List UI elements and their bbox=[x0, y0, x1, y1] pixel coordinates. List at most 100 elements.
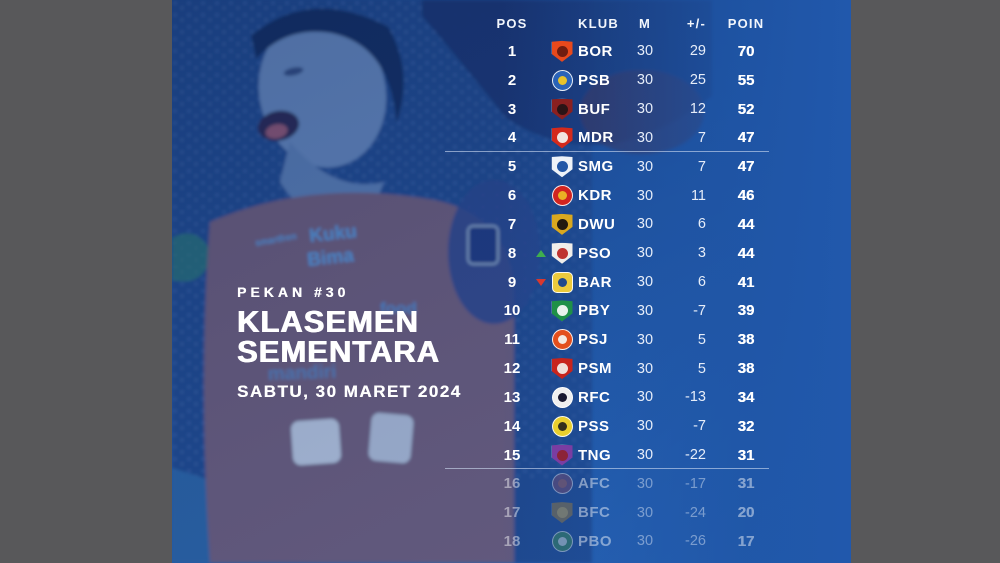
club-badge-core bbox=[556, 218, 568, 230]
goal-diff-cell: 6 bbox=[697, 274, 706, 291]
club-badge-core bbox=[557, 536, 567, 546]
club-badge bbox=[551, 329, 573, 351]
club-code-cell: PBY bbox=[578, 302, 611, 320]
table-row: 18 PBO 30 -26 17 bbox=[490, 527, 772, 556]
points-cell: 44 bbox=[737, 215, 755, 233]
club-badge-core bbox=[556, 363, 568, 375]
club-badge-core bbox=[556, 247, 568, 259]
matches-cell: 30 bbox=[636, 331, 654, 348]
points-cell: 31 bbox=[737, 475, 755, 493]
matches-cell: 30 bbox=[636, 274, 654, 291]
matches-cell: 30 bbox=[636, 504, 654, 521]
position-cell: 13 bbox=[503, 388, 521, 406]
club-code-cell: PSB bbox=[578, 71, 611, 89]
goal-diff-cell: -26 bbox=[685, 533, 706, 550]
header-pos: POS bbox=[496, 15, 528, 31]
points-cell: 46 bbox=[737, 187, 755, 205]
goal-diff-cell: -17 bbox=[685, 475, 706, 492]
club-badge-icon bbox=[548, 127, 576, 149]
position-cell: 11 bbox=[504, 331, 520, 349]
table-row: 6 KDR 30 11 46 bbox=[490, 181, 772, 210]
goal-diff-cell: -24 bbox=[685, 504, 706, 521]
table-row: 2 PSB 30 25 55 bbox=[490, 66, 772, 95]
hero-text-block: PEKAN #30 KLASEMEN SEMENTARA SABTU, 30 M… bbox=[237, 284, 462, 402]
club-code-cell: RFC bbox=[578, 388, 611, 406]
table-row: 11 PSJ 30 5 38 bbox=[490, 325, 772, 354]
standings-table: 1 BOR 30 29 70 2 PSB 30 25 55 3 BUF bbox=[490, 37, 772, 556]
position-cell: 1 bbox=[507, 42, 517, 60]
club-badge bbox=[551, 358, 573, 380]
separator-championship-zone bbox=[445, 151, 769, 152]
position-cell: 3 bbox=[507, 100, 517, 118]
club-badge bbox=[551, 185, 573, 207]
table-row: 13 RFC 30 -13 34 bbox=[490, 383, 772, 412]
club-badge-core bbox=[557, 191, 567, 201]
position-cell: 18 bbox=[503, 532, 521, 550]
points-cell: 39 bbox=[737, 302, 755, 320]
matches-cell: 30 bbox=[636, 475, 654, 492]
position-cell: 12 bbox=[503, 360, 521, 378]
matches-cell: 30 bbox=[636, 360, 654, 377]
matches-cell: 30 bbox=[636, 245, 654, 262]
poster-title-line1: KLASEMEN bbox=[237, 304, 419, 339]
club-code-cell: PSS bbox=[578, 417, 610, 435]
matches-cell: 30 bbox=[636, 158, 654, 175]
club-badge-icon bbox=[548, 502, 576, 524]
club-badge-icon bbox=[548, 358, 576, 380]
club-code-cell: BOR bbox=[578, 42, 613, 60]
matches-cell: 30 bbox=[636, 216, 654, 233]
table-row: 4 MDR 30 7 47 bbox=[490, 123, 772, 152]
club-code-cell: BFC bbox=[578, 504, 611, 522]
club-badge bbox=[551, 444, 573, 466]
matches-cell: 30 bbox=[636, 389, 654, 406]
club-badge bbox=[551, 242, 573, 264]
header-poin: POIN bbox=[727, 15, 765, 31]
points-cell: 17 bbox=[737, 532, 755, 550]
table-row: 12 PSM 30 5 38 bbox=[490, 354, 772, 383]
position-cell: 8 bbox=[507, 244, 517, 262]
table-row: 14 PSS 30 -7 32 bbox=[490, 412, 772, 441]
club-badge-core bbox=[557, 335, 567, 345]
table-row: 9 BAR 30 6 41 bbox=[490, 268, 772, 297]
club-code-cell: BUF bbox=[578, 100, 611, 118]
goal-diff-cell: 7 bbox=[697, 129, 706, 146]
points-cell: 52 bbox=[737, 100, 755, 118]
goal-diff-cell: 7 bbox=[697, 158, 706, 175]
club-code-cell: SMG bbox=[578, 158, 614, 176]
club-code-cell: PBO bbox=[578, 532, 613, 550]
matches-cell: 30 bbox=[636, 43, 654, 60]
club-badge-icon bbox=[548, 213, 576, 235]
points-cell: 44 bbox=[737, 244, 755, 262]
table-row: 3 BUF 30 12 52 bbox=[490, 95, 772, 124]
club-badge-core bbox=[556, 305, 568, 317]
header-gd: +/- bbox=[686, 15, 706, 31]
position-cell: 7 bbox=[507, 215, 517, 233]
club-badge-icon bbox=[548, 473, 576, 495]
goal-diff-cell: 3 bbox=[697, 245, 706, 262]
position-cell: 10 bbox=[503, 302, 521, 320]
club-badge-core bbox=[556, 132, 568, 144]
club-badge-core bbox=[557, 75, 567, 85]
table-row: 17 BFC 30 -24 20 bbox=[490, 498, 772, 527]
club-badge-core bbox=[557, 277, 567, 287]
matches-cell: 30 bbox=[636, 72, 654, 89]
header-klub: KLUB bbox=[578, 15, 619, 31]
club-badge bbox=[551, 415, 573, 437]
points-cell: 70 bbox=[737, 42, 755, 60]
position-cell: 16 bbox=[503, 475, 521, 493]
club-badge bbox=[551, 156, 573, 178]
week-label: PEKAN #30 bbox=[237, 284, 350, 300]
club-badge-core bbox=[556, 161, 568, 173]
table-row: 16 AFC 30 -17 31 bbox=[490, 469, 772, 498]
table-row: 10 PBY 30 -7 39 bbox=[490, 296, 772, 325]
matches-cell: 30 bbox=[636, 447, 654, 463]
club-code-cell: BAR bbox=[578, 273, 612, 291]
club-badge bbox=[551, 473, 573, 495]
club-badge-core bbox=[556, 103, 568, 115]
club-code-cell: PSJ bbox=[578, 331, 608, 349]
club-code-cell: TNG bbox=[578, 446, 612, 464]
points-cell: 55 bbox=[737, 71, 755, 89]
standings-poster: smartfren Kuku Bima food mandiri PEKAN #… bbox=[172, 0, 851, 563]
club-code-cell: DWU bbox=[578, 215, 616, 233]
matches-cell: 30 bbox=[636, 302, 654, 319]
